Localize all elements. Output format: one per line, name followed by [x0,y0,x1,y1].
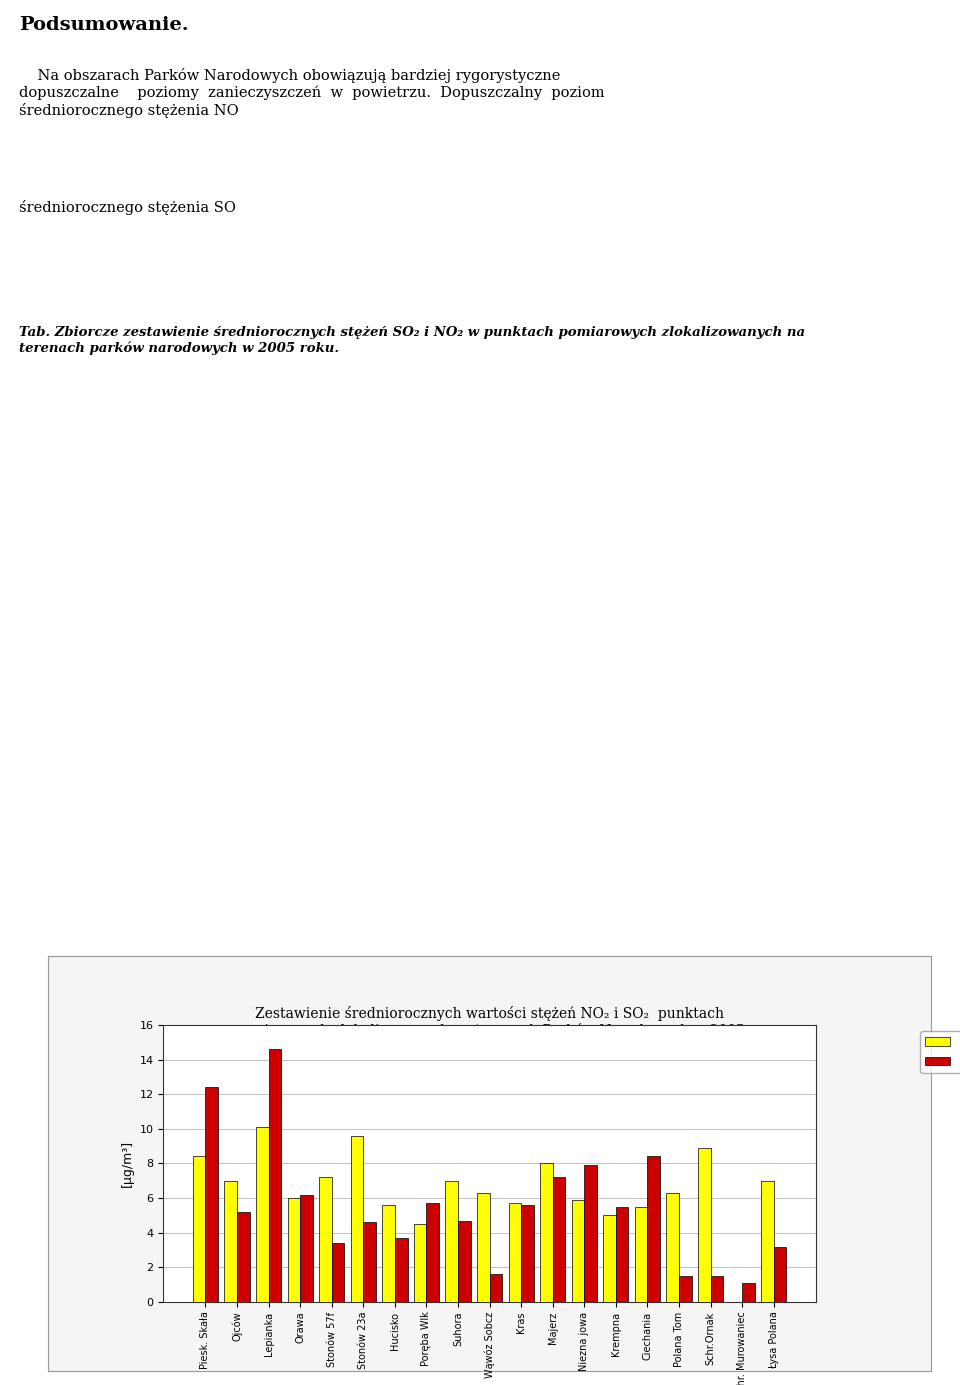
Bar [666,1192,679,1302]
Bar [363,1223,376,1302]
Bar [540,1163,553,1302]
Bar [237,1212,250,1302]
Bar [679,1276,691,1302]
Bar [256,1127,269,1302]
Bar [193,1156,205,1302]
Bar [288,1198,300,1302]
Bar [742,1283,755,1302]
Text: Tab. Zbiorcze zestawienie średniorocznych stężeń SO₂ i NO₂ w punktach pomiarowyc: Tab. Zbiorcze zestawienie średniorocznyc… [19,327,805,355]
Bar [477,1192,490,1302]
Bar [585,1165,597,1302]
Legend: NO2, SO2: NO2, SO2 [921,1032,960,1073]
Text: Na obszarach Parków Narodowych obowiązują bardziej rygorystyczne
dopuszczalne   : Na obszarach Parków Narodowych obowiązuj… [19,68,605,118]
Bar [616,1206,629,1302]
Bar [521,1205,534,1302]
Bar [205,1087,218,1302]
Y-axis label: [μg/m³]: [μg/m³] [121,1140,133,1187]
Bar [635,1206,647,1302]
Bar [395,1238,408,1302]
Bar [350,1136,363,1302]
Bar [710,1276,723,1302]
Bar [774,1246,786,1302]
Bar [382,1205,395,1302]
Bar [426,1204,439,1302]
Bar [571,1199,585,1302]
Bar [332,1244,345,1302]
Text: średniorocznego stężenia SO: średniorocznego stężenia SO [19,199,236,215]
Bar [509,1204,521,1302]
Bar [490,1274,502,1302]
Bar [319,1177,332,1302]
Bar [458,1220,470,1302]
Bar [269,1050,281,1302]
Bar [647,1156,660,1302]
Text: Zestawienie średniorocznych wartości stężeń NO₂ i SO₂  punktach
pomiarowych zlok: Zestawienie średniorocznych wartości stę… [234,1006,745,1054]
Bar [445,1180,458,1302]
Bar [603,1216,616,1302]
Bar [698,1148,710,1302]
Bar [761,1180,774,1302]
Bar [225,1180,237,1302]
Bar [300,1194,313,1302]
Text: Podsumowanie.: Podsumowanie. [19,15,189,33]
Bar [553,1177,565,1302]
Bar [414,1224,426,1302]
